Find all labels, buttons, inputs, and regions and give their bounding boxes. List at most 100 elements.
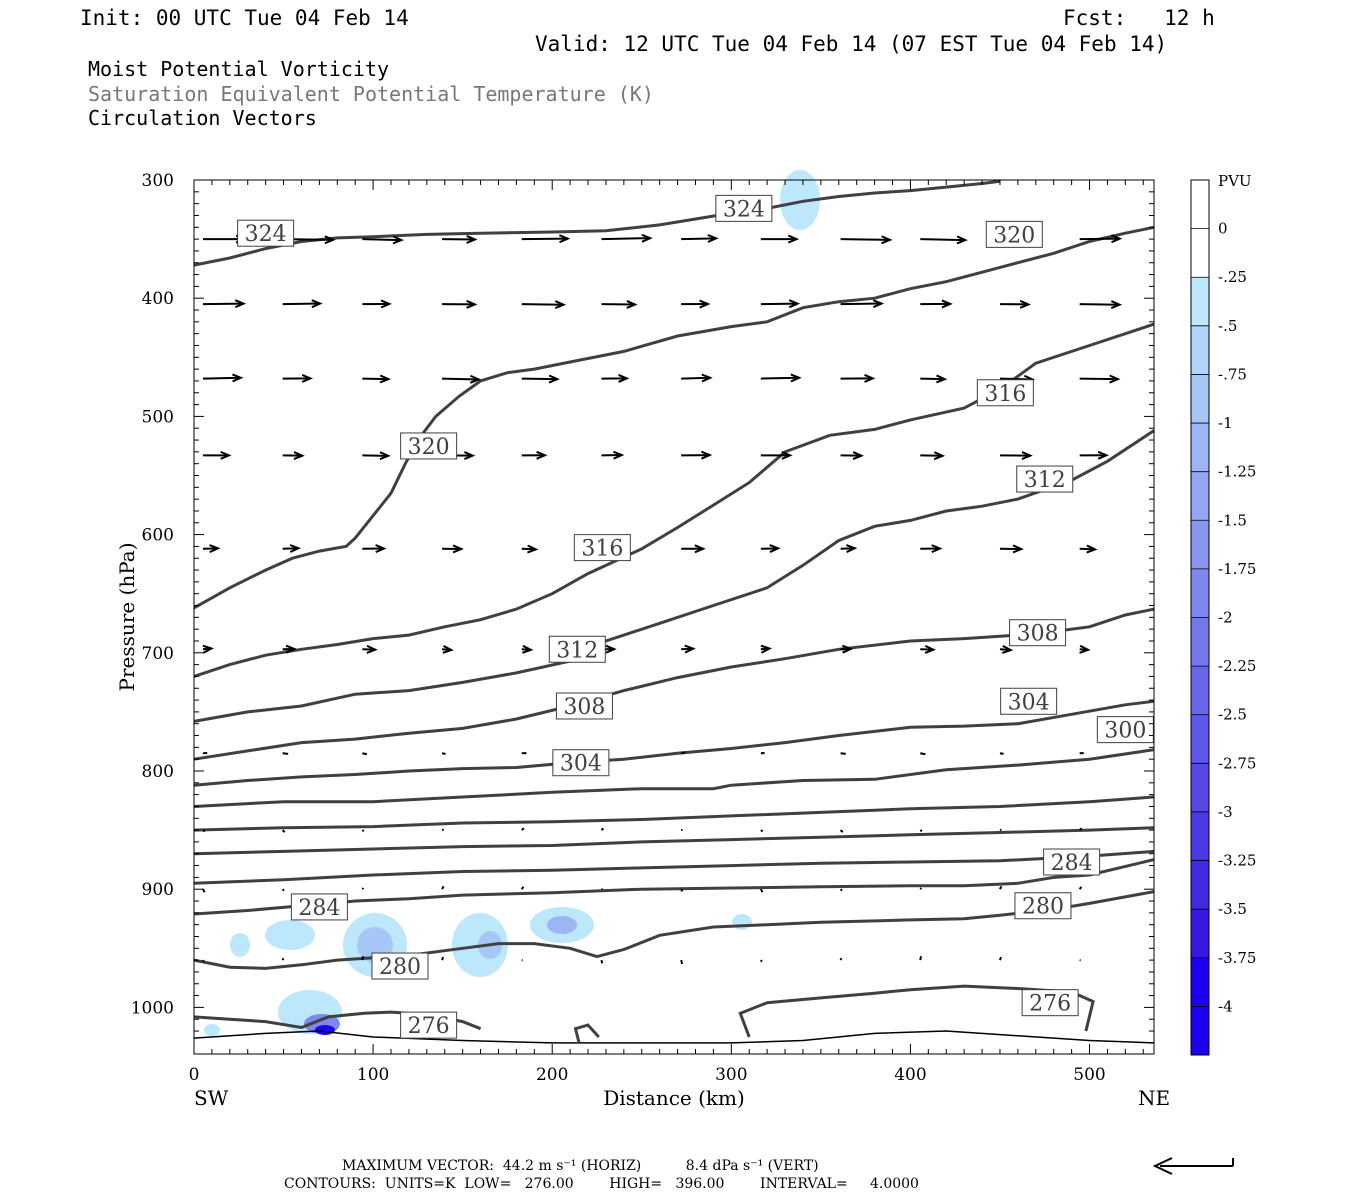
contour-label-box bbox=[237, 219, 295, 247]
contour-label-box bbox=[400, 432, 458, 460]
vector-head bbox=[379, 374, 392, 384]
contour-276-b bbox=[738, 984, 1095, 1038]
vector-shaft bbox=[920, 238, 966, 242]
contour-304 bbox=[193, 699, 1155, 787]
vector-head bbox=[694, 544, 706, 554]
field-title-vectors: Circulation Vectors bbox=[88, 106, 317, 130]
contour-label-box bbox=[1096, 716, 1154, 744]
vector-head bbox=[933, 451, 946, 461]
vector-head bbox=[527, 544, 539, 554]
vector-head bbox=[366, 644, 378, 654]
contour-label-box bbox=[400, 1011, 458, 1039]
vector-head bbox=[605, 644, 617, 654]
contour-label: 280 bbox=[379, 955, 421, 980]
contour-label-box bbox=[1009, 619, 1067, 647]
vector-shaft bbox=[999, 828, 1002, 832]
vector-shaft bbox=[282, 302, 321, 306]
contour-info-note: CONTOURS: UNITS=K LOW= 276.00 HIGH= 396.… bbox=[284, 1176, 919, 1192]
contour-label: 316 bbox=[581, 537, 623, 562]
y-tick-label: 700 bbox=[142, 644, 174, 664]
contour-296 bbox=[193, 795, 1155, 832]
vector-shaft bbox=[202, 376, 241, 380]
colorbar-label: -3.5 bbox=[1218, 900, 1247, 918]
vector-head bbox=[554, 300, 567, 310]
contour-label-box bbox=[548, 635, 606, 663]
vector-head bbox=[536, 450, 548, 460]
contour-label-box bbox=[555, 692, 613, 720]
colorbar-label: 0 bbox=[1218, 220, 1228, 238]
vector-head bbox=[707, 234, 719, 243]
vector-shaft bbox=[999, 752, 1004, 755]
vector-shaft bbox=[680, 751, 686, 755]
vector-head bbox=[1110, 300, 1123, 310]
contour-280 bbox=[193, 890, 1155, 970]
colorbar-swatch bbox=[1191, 860, 1209, 910]
init-time: Init: 00 UTC Tue 04 Feb 14 bbox=[80, 6, 409, 30]
vector-shaft bbox=[760, 959, 763, 963]
vector-head bbox=[232, 373, 244, 383]
reference-vector-arrow bbox=[1152, 1157, 1234, 1175]
contour-label: 312 bbox=[556, 638, 598, 663]
contour-label: 304 bbox=[560, 752, 602, 777]
vector-head bbox=[202, 644, 215, 654]
vector-shaft bbox=[361, 955, 365, 961]
vector-head bbox=[864, 373, 876, 383]
colorbar-label: -.75 bbox=[1218, 365, 1247, 383]
vector-head bbox=[781, 450, 793, 460]
x-axis-title: Distance (km) bbox=[603, 1086, 745, 1110]
contour-label-box bbox=[1014, 892, 1072, 920]
contour-labels: 324 324 320 320 316 316 312 312 308 308 304 304 300 2… bbox=[237, 194, 1154, 1039]
contour-label: 320 bbox=[993, 223, 1035, 248]
vector-head bbox=[1109, 374, 1121, 384]
vector-head bbox=[209, 544, 221, 553]
vector-head bbox=[684, 644, 696, 654]
colorbar-swatch bbox=[1191, 763, 1209, 813]
vector-shaft bbox=[680, 959, 684, 965]
vector-shaft bbox=[281, 957, 285, 961]
contour-label-box bbox=[1000, 687, 1058, 715]
vector-head bbox=[293, 451, 305, 460]
vector-shaft bbox=[1078, 886, 1083, 890]
vector-head bbox=[956, 235, 968, 245]
vector-shaft bbox=[521, 303, 564, 306]
contour-label: 312 bbox=[1024, 468, 1066, 493]
vector-head bbox=[769, 544, 781, 553]
vector-shaft bbox=[1078, 827, 1083, 831]
vector-shaft bbox=[760, 302, 798, 306]
colorbar-swatch bbox=[1191, 714, 1209, 764]
vector-head bbox=[463, 451, 476, 460]
vector-shaft bbox=[919, 955, 923, 961]
colorbar-swatch bbox=[1191, 957, 1209, 1007]
y-tick-label: 1000 bbox=[131, 998, 174, 1018]
vector-shaft bbox=[601, 237, 651, 241]
vector-shaft bbox=[441, 752, 446, 755]
x-tick-label: 400 bbox=[894, 1065, 926, 1085]
colorbar-label: -3 bbox=[1218, 803, 1233, 821]
vector-head bbox=[452, 544, 464, 554]
colorbar-swatch bbox=[1191, 520, 1209, 570]
vector-head bbox=[392, 235, 404, 245]
contour-label: 316 bbox=[984, 382, 1026, 407]
colorbar-label: -4 bbox=[1218, 997, 1233, 1015]
vector-head bbox=[842, 644, 854, 654]
vector-head bbox=[700, 450, 713, 460]
x-tick-label: 200 bbox=[536, 1065, 568, 1085]
vector-shaft bbox=[919, 829, 923, 833]
x-left-end-label: SW bbox=[194, 1086, 229, 1110]
contour-312 bbox=[193, 429, 1155, 723]
vector-head bbox=[872, 299, 885, 309]
vector-shaft bbox=[520, 886, 525, 890]
vector-shaft bbox=[839, 957, 843, 961]
vector-head bbox=[788, 299, 801, 309]
axis-ticks: 0 100 200 300 400 500 300 400 500 600 700 800 900 100… bbox=[131, 171, 1154, 1085]
y-tick-label: 300 bbox=[142, 171, 174, 191]
contour-label: 280 bbox=[1022, 895, 1064, 920]
vector-shaft bbox=[919, 887, 923, 890]
colorbar-swatch bbox=[1191, 374, 1209, 424]
contour-label-box bbox=[290, 893, 348, 921]
y-tick-label: 600 bbox=[142, 526, 174, 546]
colorbar-label: -.25 bbox=[1218, 268, 1247, 286]
vector-shaft bbox=[202, 959, 205, 963]
colorbar-swatch bbox=[1191, 423, 1209, 473]
vector-head bbox=[941, 299, 953, 309]
